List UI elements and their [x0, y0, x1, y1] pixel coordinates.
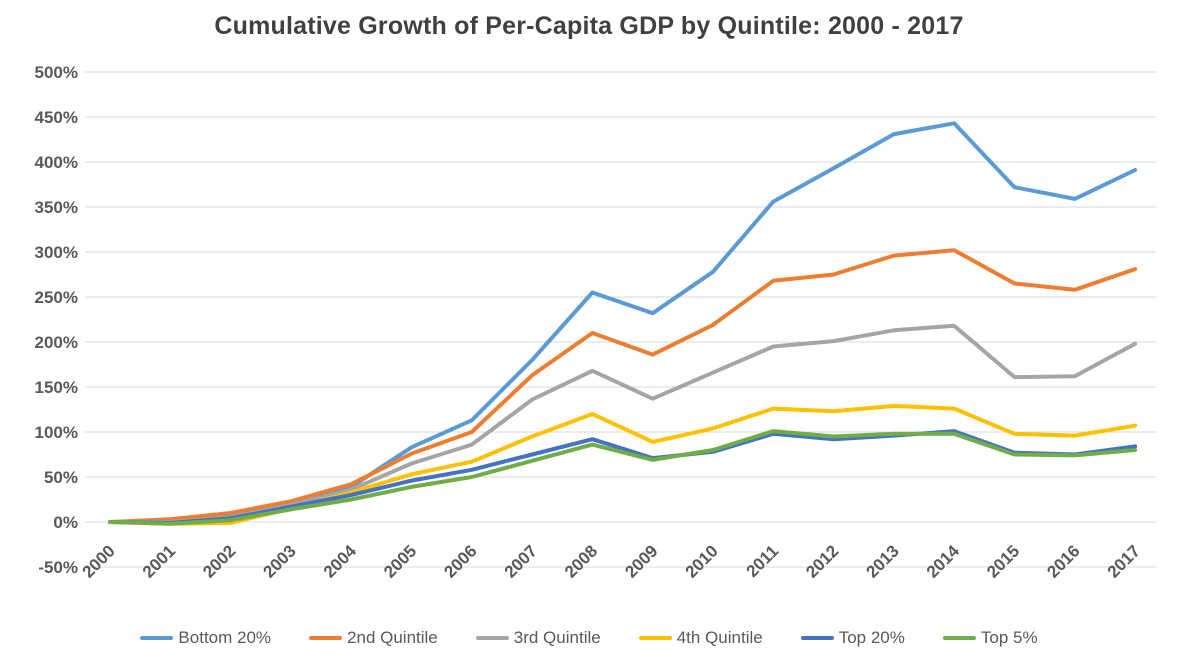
chart-legend: Bottom 20% 2nd Quintile 3rd Quintile 4th Qu…	[0, 628, 1178, 648]
legend-line-swatch-icon	[475, 635, 509, 641]
legend-label: 3rd Quintile	[513, 628, 601, 647]
x-axis-tick-label: 2007	[501, 541, 541, 581]
legend-label: Bottom 20%	[178, 628, 272, 647]
y-axis-tick-label: 250%	[35, 288, 78, 307]
x-axis-tick-label: 2000	[79, 541, 119, 581]
y-axis-tick-label: 400%	[35, 153, 78, 172]
legend-item-top-5-: Top 5%	[942, 628, 1038, 648]
y-axis-tick-label: 450%	[35, 108, 78, 127]
legend-item-top-20-: Top 20%	[800, 628, 905, 648]
legend-item-3rd-quintile: 3rd Quintile	[475, 628, 601, 648]
x-axis-tick-label: 2016	[1043, 541, 1083, 581]
legend-label: Top 20%	[838, 628, 905, 647]
legend-label: 4th Quintile	[676, 628, 763, 647]
x-axis-tick-label: 2009	[621, 541, 661, 581]
y-axis-tick-label: 200%	[35, 333, 78, 352]
y-axis-tick-label: 350%	[35, 198, 78, 217]
x-axis-tick-label: 2015	[983, 541, 1023, 581]
legend-item-4th-quintile: 4th Quintile	[638, 628, 763, 648]
legend-item-bottom-20-: Bottom 20%	[140, 628, 271, 648]
x-axis-tick-label: 2008	[561, 541, 601, 581]
series-line-2nd-quintile	[108, 248, 1138, 524]
series-line-top-5-	[108, 429, 1138, 526]
x-axis-tick-label: 2010	[682, 541, 722, 581]
x-axis-tick-label: 2012	[802, 541, 842, 581]
y-axis-tick-label: 50%	[44, 468, 78, 487]
y-axis-tick-label: 0%	[53, 513, 78, 532]
legend-label: 2nd Quintile	[347, 628, 438, 647]
x-axis-tick-label: 2001	[139, 541, 179, 581]
x-axis-tick-label: 2017	[1104, 541, 1144, 581]
line-chart-plot-area: 500% 450% 400% 350% 300% 250% 200% 150% 100% 50% 0…	[35, 63, 1156, 582]
y-axis-tick-label: 150%	[35, 378, 78, 397]
legend-line-swatch-icon	[800, 635, 834, 641]
legend-item-2nd-quintile: 2nd Quintile	[309, 628, 438, 648]
x-axis-tick-label: 2013	[863, 541, 903, 581]
x-axis-tick-label: 2004	[320, 541, 361, 582]
x-axis-tick-label: 2005	[380, 541, 420, 581]
y-axis-tick-label: 100%	[35, 423, 78, 442]
legend-line-swatch-icon	[140, 635, 174, 641]
series-line-3rd-quintile	[108, 323, 1138, 524]
y-axis-tick-label: 500%	[35, 63, 78, 82]
series-line-bottom-20-	[108, 121, 1138, 524]
legend-label: Top 5%	[980, 628, 1038, 647]
x-axis-tick-label: 2003	[260, 541, 300, 581]
series-line-top-20-	[108, 429, 1138, 525]
x-axis-tick-label: 2011	[743, 541, 783, 581]
legend-line-swatch-icon	[309, 635, 343, 641]
x-axis-tick-label: 2002	[199, 541, 239, 581]
legend-line-swatch-icon	[942, 635, 976, 641]
x-axis-tick-label: 2014	[923, 541, 964, 582]
y-axis-tick-label: 300%	[35, 243, 78, 262]
x-axis-tick-label: 2006	[440, 541, 480, 581]
chart-title: Cumulative Growth of Per-Capita GDP by Q…	[214, 12, 964, 40]
legend-line-swatch-icon	[638, 635, 672, 641]
y-axis-tick-label: -50%	[38, 558, 78, 577]
